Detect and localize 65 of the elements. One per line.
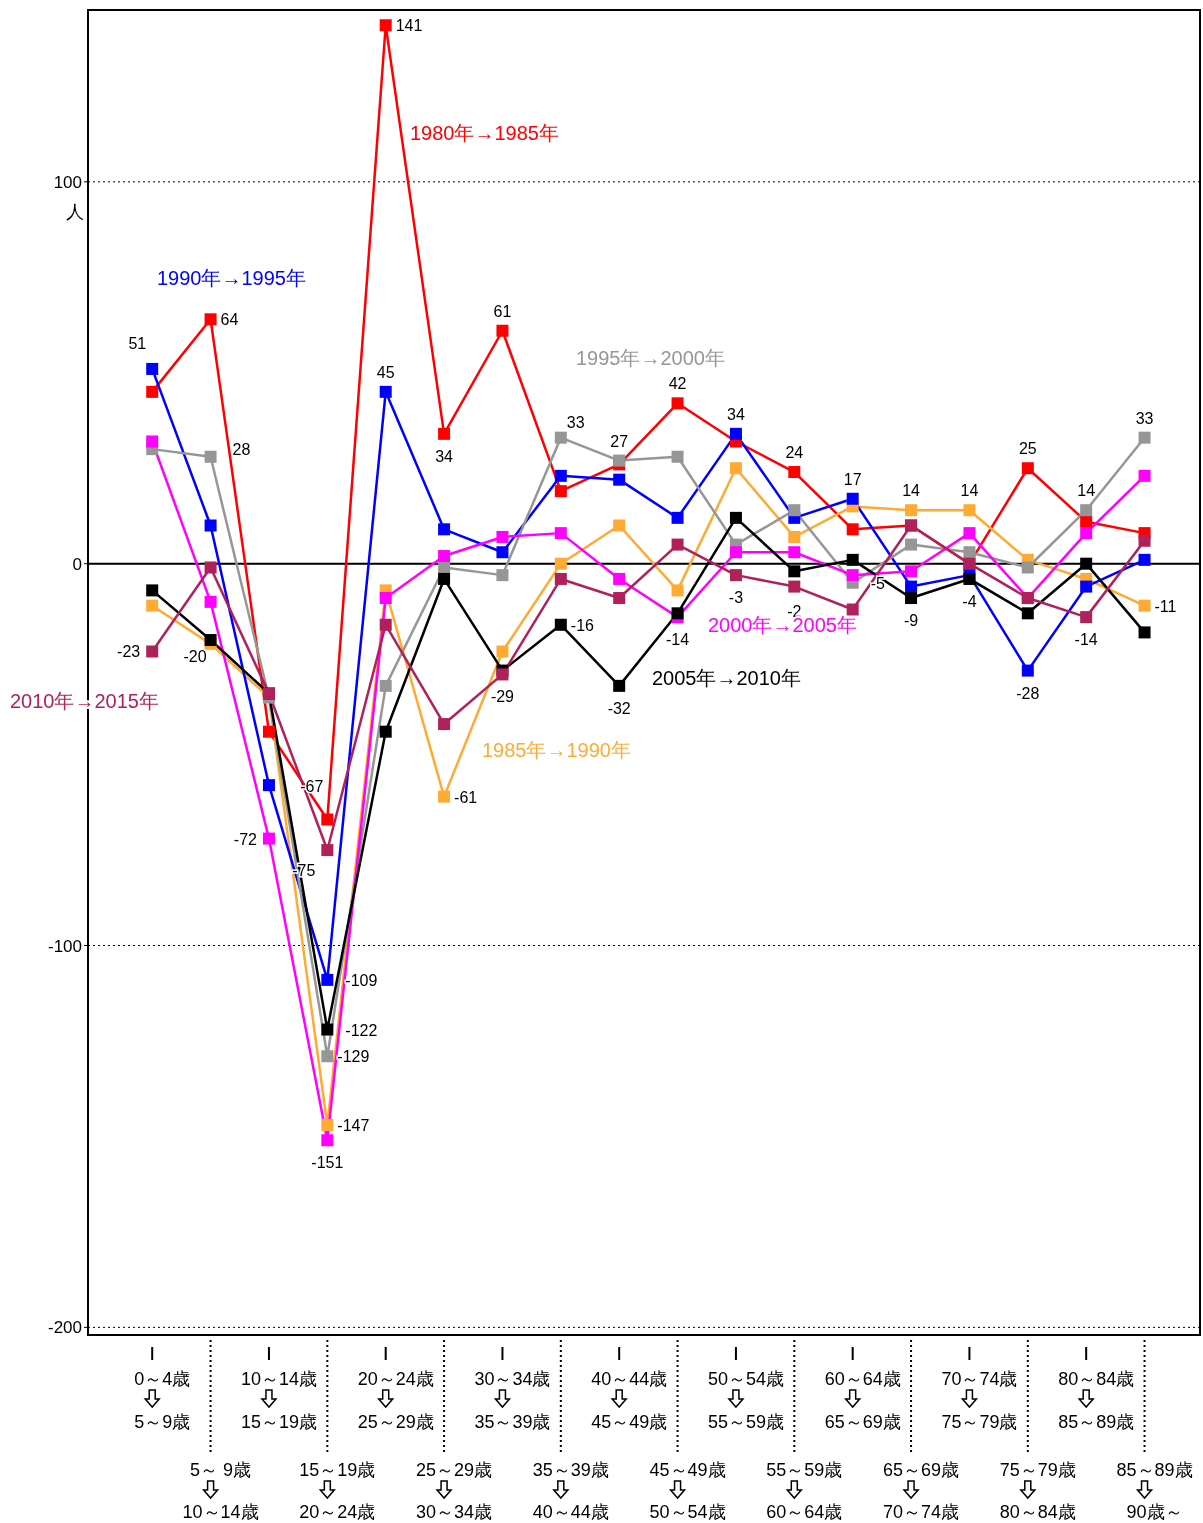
category-label: 40～44歳 45～49歳 — [591, 1369, 668, 1432]
data-label: 27 — [610, 432, 629, 450]
data-label: -32 — [607, 699, 631, 717]
data-label: -129 — [337, 1048, 370, 1066]
data-label: -4 — [962, 592, 977, 610]
data-label: -147 — [337, 1116, 370, 1134]
y-axis-title: 人 — [66, 201, 84, 222]
data-label: -20 — [183, 648, 207, 666]
data-label: -29 — [490, 688, 515, 706]
category-label: 45～49歳 50～54歳 — [649, 1460, 726, 1522]
data-label: 64 — [220, 311, 239, 329]
category-label: 25～29歳 30～34歳 — [416, 1460, 493, 1522]
category-label: 65～69歳 70～74歳 — [883, 1460, 960, 1522]
data-label: 34 — [435, 447, 454, 465]
data-label: 24 — [785, 444, 804, 462]
text: 1990年→1995年 — [157, 267, 306, 289]
category-label: 0～4歳 5～9歳 — [134, 1369, 191, 1432]
category-label: 10～14歳 15～19歳 — [240, 1369, 317, 1432]
data-label: 14 — [960, 482, 979, 500]
data-label: -16 — [570, 616, 595, 634]
data-label: -14 — [666, 631, 690, 649]
data-label: 61 — [493, 302, 512, 320]
data-label: 14 — [1077, 482, 1096, 500]
category-label: 50～54歳 55～59歳 — [707, 1369, 784, 1432]
data-label: 45 — [376, 363, 395, 381]
y-tick-label: 0 — [72, 554, 82, 574]
category-label: 35～39歳 40～44歳 — [532, 1460, 609, 1522]
category-label: 30～34歳 35～39歳 — [474, 1369, 551, 1432]
data-label: -23 — [117, 643, 141, 661]
y-tick-label: -100 — [47, 936, 82, 956]
data-label: -11 — [1154, 597, 1177, 615]
series-label: 1985年→1990年 — [482, 739, 631, 761]
category-label: 20～24歳 25～29歳 — [357, 1369, 434, 1432]
y-tick-label: -200 — [47, 1318, 82, 1338]
series-label: 2005年→2010年 — [652, 667, 801, 689]
category-label: 55～59歳 60～64歳 — [766, 1460, 843, 1522]
category-label: 60～64歳 65～69歳 — [824, 1369, 901, 1432]
category-label: 5～ 9歳 10～14歳 — [182, 1460, 259, 1522]
data-label: 141 — [395, 17, 423, 35]
category-label: 15～19歳 20～24歳 — [299, 1460, 376, 1522]
data-label: 17 — [843, 470, 862, 488]
data-label: 33 — [1135, 409, 1154, 427]
data-label: 25 — [1018, 440, 1037, 458]
y-tick-label: 100 — [53, 172, 82, 192]
category-label: 70～74歳 75～79歳 — [941, 1369, 1018, 1432]
data-label: 14 — [902, 482, 921, 500]
data-label: -9 — [903, 612, 919, 630]
text: 1995年→2000年 — [576, 347, 725, 369]
data-label: -151 — [311, 1154, 344, 1172]
data-label: 28 — [232, 440, 251, 458]
data-label: -72 — [233, 830, 258, 848]
data-label: -14 — [1074, 631, 1098, 649]
data-label: -28 — [1016, 684, 1040, 702]
data-label: -122 — [345, 1021, 378, 1039]
data-label: -3 — [728, 589, 744, 607]
category-label: 75～79歳 80～84歳 — [999, 1460, 1076, 1522]
category-label: 80～84歳 85～89歳 — [1058, 1369, 1135, 1432]
data-label: 51 — [128, 334, 147, 352]
series-label: 1980年→1985年 — [410, 122, 559, 144]
data-label: 42 — [668, 375, 687, 393]
category-label: 85～89歳 90歳～ — [1116, 1460, 1193, 1522]
data-label: 33 — [566, 413, 585, 431]
data-label: 34 — [727, 405, 745, 423]
data-label: -61 — [454, 788, 478, 806]
data-label: -109 — [345, 971, 378, 989]
